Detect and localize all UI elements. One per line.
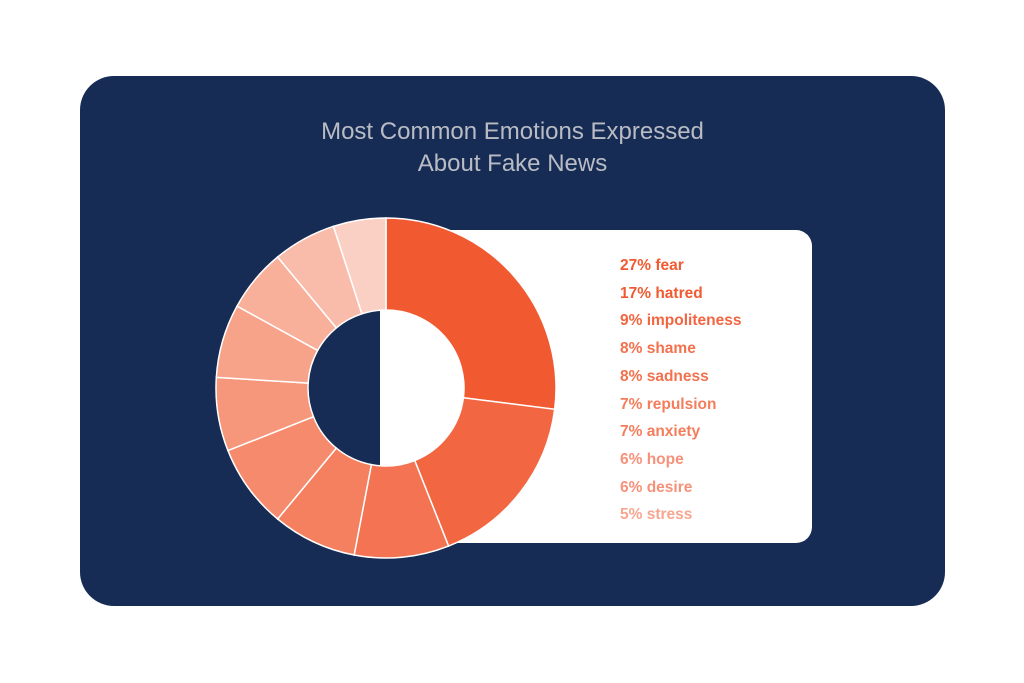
legend-item-anxiety: 7% anxiety: [620, 423, 701, 441]
legend: 27% fear 17% hatred 9% impoliteness 8% sham…: [620, 252, 741, 529]
chart-title-line-2: About Fake News: [417, 150, 608, 177]
legend-item-hope: 6% hope: [620, 450, 684, 468]
legend-item-repulsion: 7% repulsion: [620, 395, 717, 413]
legend-item-stress: 5% stress: [620, 506, 693, 524]
slice-hatred: [413, 396, 556, 548]
donut-chart: [215, 217, 557, 559]
legend-item-shame: 8% shame: [620, 340, 696, 358]
legend-item-fear: 27% fear: [620, 257, 684, 274]
legend-item-desire: 6% desire: [620, 478, 693, 496]
slice-stress: [332, 217, 387, 315]
legend-item-impoliteness: 9% impoliteness: [620, 312, 742, 330]
legend-item-hatred: 17% hatred: [620, 284, 703, 302]
slice-fear: [385, 217, 557, 411]
chart-card: Most Common Emotions Expressed About Fak…: [80, 76, 945, 606]
chart-title: Most Common Emotions Expressed About Fak…: [80, 116, 945, 180]
chart-title-line-1: Most Common Emotions Expressed: [321, 118, 704, 145]
legend-item-sadness: 8% sadness: [620, 367, 709, 385]
